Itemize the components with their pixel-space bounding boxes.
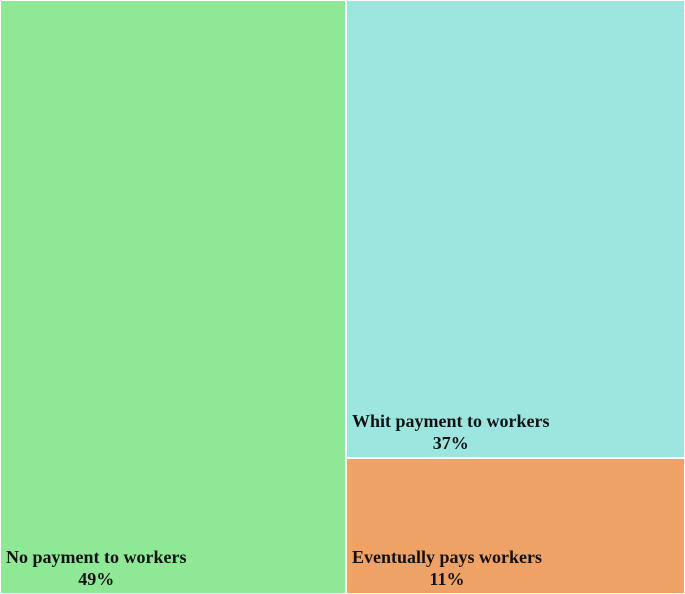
treemap-rect <box>345 457 685 594</box>
tile-value: 49% <box>78 569 114 589</box>
tile-value: 11% <box>430 569 465 589</box>
treemap-rect <box>345 0 685 459</box>
treemap-rect <box>0 0 347 594</box>
tile-value: 37% <box>433 433 469 453</box>
tile-label: No payment to workers <box>6 547 186 567</box>
tile-label: Eventually pays workers <box>352 547 542 567</box>
tile-label: Whit payment to workers <box>352 411 549 431</box>
